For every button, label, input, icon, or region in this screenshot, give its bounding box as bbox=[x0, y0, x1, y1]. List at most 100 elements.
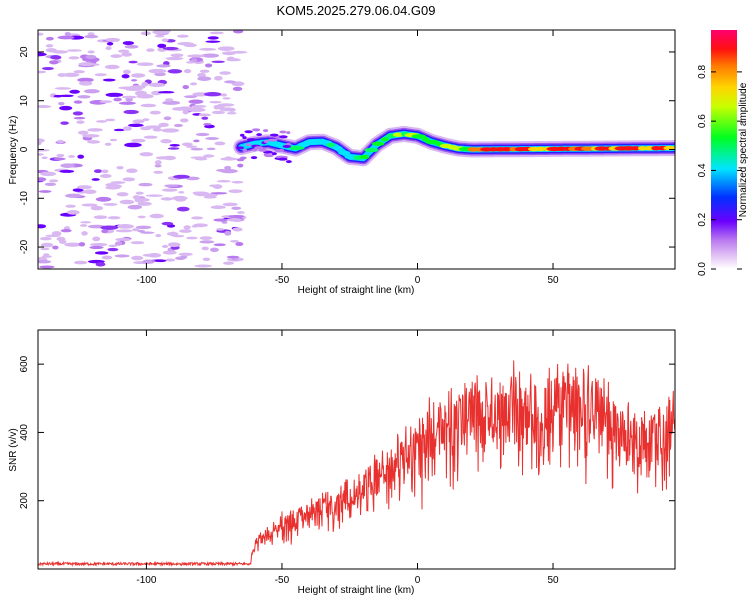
spectrogram-xlabel: Height of straight line (km) bbox=[298, 285, 415, 296]
noise-blob bbox=[185, 236, 198, 240]
noise-blob bbox=[216, 227, 225, 231]
noise-blob bbox=[232, 227, 243, 232]
noise-blob bbox=[59, 105, 73, 111]
noise-blob bbox=[40, 171, 57, 177]
trace-segment bbox=[338, 150, 351, 156]
noise-blob bbox=[213, 218, 228, 222]
noise-blob bbox=[145, 194, 163, 197]
noise-blob bbox=[161, 188, 178, 192]
noise-blob bbox=[135, 225, 152, 230]
trace-segment bbox=[371, 141, 385, 146]
noise-blob bbox=[41, 66, 54, 71]
noise-blob bbox=[73, 70, 85, 74]
noise-blob bbox=[209, 31, 224, 35]
noise-blob bbox=[93, 215, 108, 220]
noise-blob bbox=[68, 56, 80, 60]
noise-blob bbox=[59, 169, 75, 173]
trace-segment bbox=[630, 146, 641, 151]
noise-blob bbox=[41, 255, 52, 258]
noise-blob bbox=[77, 185, 92, 190]
noise-blob bbox=[115, 229, 133, 233]
noise-blob bbox=[81, 231, 88, 236]
noise-blob bbox=[237, 163, 244, 168]
noise-blob bbox=[178, 252, 193, 256]
noise-blob bbox=[152, 127, 163, 132]
noise-blob bbox=[103, 202, 118, 206]
noise-blob bbox=[195, 132, 210, 137]
noise-blob bbox=[224, 230, 232, 236]
noise-blob bbox=[77, 95, 91, 99]
noise-blob bbox=[139, 152, 154, 157]
noise-blob bbox=[38, 70, 47, 74]
noise-blob bbox=[164, 184, 179, 188]
noise-blob bbox=[94, 73, 107, 77]
noise-blob bbox=[57, 73, 67, 77]
noise-blob bbox=[121, 74, 130, 79]
noise-blob bbox=[220, 157, 238, 161]
noise-blob bbox=[116, 192, 129, 197]
noise-blob bbox=[115, 237, 131, 242]
y-tick-label: 20 bbox=[19, 46, 30, 58]
trace-segment bbox=[421, 137, 430, 142]
noise-blob bbox=[137, 201, 152, 206]
noise-blob bbox=[85, 54, 97, 60]
noise-blob bbox=[203, 122, 212, 126]
noise-blob bbox=[179, 255, 188, 259]
noise-blob bbox=[224, 165, 232, 170]
noise-blob bbox=[131, 79, 138, 82]
noise-blob bbox=[146, 48, 155, 52]
colorbar-tick-label: 0.2 bbox=[697, 212, 708, 226]
noise-blob bbox=[124, 142, 142, 148]
noise-blob bbox=[100, 225, 119, 230]
noise-blob bbox=[210, 205, 226, 210]
noise-blob bbox=[154, 34, 165, 38]
noise-blob bbox=[137, 229, 146, 233]
noise-blob bbox=[118, 49, 130, 53]
snr-series-line bbox=[38, 360, 675, 568]
noise-blob bbox=[101, 255, 113, 260]
noise-blob bbox=[182, 85, 189, 90]
noise-blob bbox=[38, 105, 52, 108]
noise-blob bbox=[56, 153, 65, 158]
noise-blob bbox=[122, 69, 131, 75]
noise-blob bbox=[80, 221, 92, 224]
noise-blob bbox=[233, 30, 244, 34]
noise-blob bbox=[228, 189, 243, 193]
snr-xlabel: Height of straight line (km) bbox=[298, 585, 415, 596]
noise-blob bbox=[81, 134, 100, 138]
noise-blob bbox=[154, 160, 162, 165]
noise-blob bbox=[236, 211, 245, 214]
noise-blob bbox=[169, 144, 180, 147]
x-tick-label: -100 bbox=[136, 275, 156, 286]
noise-blob bbox=[101, 169, 109, 174]
noise-blob bbox=[190, 82, 198, 86]
noise-blob bbox=[220, 93, 227, 97]
noise-blob bbox=[77, 77, 94, 83]
noise-blob bbox=[121, 52, 133, 57]
noise-blob bbox=[175, 197, 186, 202]
noise-blob bbox=[121, 95, 137, 99]
noise-blob bbox=[40, 247, 50, 251]
noise-blob bbox=[141, 82, 149, 87]
colorbar-scale bbox=[711, 30, 737, 269]
noise-blob bbox=[173, 174, 190, 179]
noise-blob bbox=[164, 258, 176, 262]
noise-blob bbox=[49, 60, 59, 65]
noise-blob bbox=[131, 138, 146, 143]
noise-blob bbox=[222, 202, 238, 207]
noise-blob bbox=[230, 240, 239, 243]
noise-blob bbox=[163, 116, 172, 121]
noise-blob bbox=[198, 113, 211, 117]
noise-blob bbox=[209, 100, 222, 104]
noise-blob bbox=[94, 169, 102, 174]
trace-fringe bbox=[271, 152, 277, 156]
noise-blob bbox=[106, 42, 114, 46]
noise-blob bbox=[41, 156, 48, 160]
noise-blob bbox=[128, 60, 138, 64]
noise-blob bbox=[45, 44, 54, 48]
snr-frame bbox=[37, 329, 676, 570]
x-tick-label: -100 bbox=[136, 575, 156, 586]
noise-blob bbox=[38, 138, 45, 143]
noise-blob bbox=[122, 177, 136, 182]
noise-blob bbox=[212, 184, 223, 189]
